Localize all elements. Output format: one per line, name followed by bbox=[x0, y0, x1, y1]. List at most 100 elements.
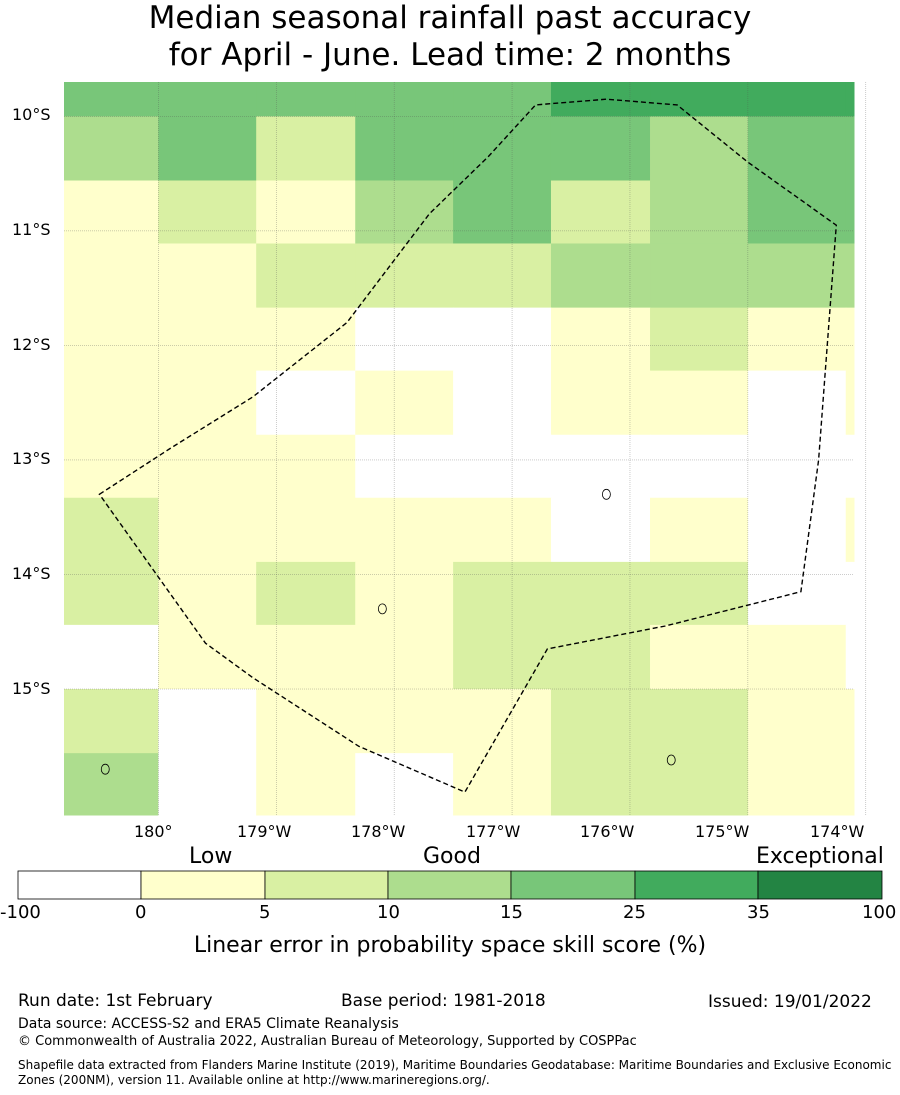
grid-cell bbox=[650, 624, 749, 690]
legend-category-exceptional: Exceptional bbox=[756, 844, 884, 869]
grid-cell bbox=[550, 180, 651, 244]
grid-cell bbox=[550, 689, 651, 754]
grid-cell bbox=[453, 624, 552, 690]
grid-cell bbox=[256, 307, 356, 372]
colorbar-swatch bbox=[140, 870, 266, 900]
chart-title: Median seasonal rainfall past accuracy f… bbox=[0, 0, 900, 74]
grid-cell bbox=[650, 116, 749, 181]
grid-cell bbox=[355, 753, 454, 816]
grid-cell bbox=[747, 82, 847, 117]
grid-cell bbox=[650, 243, 749, 309]
grid-cell bbox=[845, 689, 855, 754]
grid-cell bbox=[355, 82, 454, 117]
lat-label-11s: 11°S bbox=[12, 220, 51, 239]
grid-cell bbox=[550, 307, 651, 372]
grid-cell bbox=[355, 434, 454, 499]
grid-cell bbox=[453, 753, 552, 816]
colorbar-tick-35: 35 bbox=[747, 902, 770, 923]
grid-cell bbox=[64, 116, 159, 181]
grid-cell bbox=[550, 116, 651, 181]
island-outline bbox=[100, 763, 110, 775]
grid-cell bbox=[650, 307, 749, 372]
grid-cell bbox=[453, 180, 552, 244]
grid-cell bbox=[747, 370, 847, 436]
grid-cell bbox=[256, 243, 356, 309]
grid-cell bbox=[550, 753, 651, 816]
colorbar-tick-15: 15 bbox=[500, 902, 523, 923]
grid-cell bbox=[453, 370, 552, 436]
grid-cell bbox=[453, 307, 552, 372]
grid-cell bbox=[64, 561, 159, 626]
island-outline bbox=[666, 754, 676, 766]
grid-cell bbox=[355, 624, 454, 690]
lon-label-177w: 177°W bbox=[466, 822, 521, 841]
grid-cell bbox=[64, 753, 159, 816]
grid-cell bbox=[650, 689, 749, 754]
colorbar-tick-25: 25 bbox=[623, 902, 646, 923]
lon-label-178w: 178°W bbox=[351, 822, 406, 841]
lon-label-174w: 174°W bbox=[810, 822, 865, 841]
skill-grid-cells bbox=[64, 82, 855, 816]
legend-category-good: Good bbox=[423, 844, 481, 869]
grid-cell bbox=[747, 624, 847, 690]
grid-cell bbox=[453, 689, 552, 754]
island-outlines bbox=[100, 488, 676, 775]
issued-date: Issued: 19/01/2022 bbox=[708, 992, 872, 1012]
grid-cell bbox=[845, 180, 855, 244]
grid-cell bbox=[64, 307, 159, 372]
grid-cell bbox=[355, 689, 454, 754]
colorbar-title: Linear error in probability space skill … bbox=[193, 933, 707, 958]
grid-cell bbox=[747, 561, 847, 626]
colorbar-swatches bbox=[17, 870, 883, 900]
grid-cell bbox=[845, 82, 855, 117]
colorbar-swatch bbox=[264, 870, 389, 900]
grid-cell bbox=[256, 434, 356, 499]
grid-cell bbox=[845, 753, 855, 816]
lat-label-15s: 15°S bbox=[12, 679, 51, 698]
grid-cell bbox=[550, 561, 651, 626]
grid-cell bbox=[747, 180, 847, 244]
grid-cell bbox=[355, 116, 454, 181]
colorbar-tick-5: 5 bbox=[259, 902, 271, 923]
lat-label-14s: 14°S bbox=[12, 564, 51, 583]
copyright-notice: © Commonwealth of Australia 2022, Austra… bbox=[18, 1034, 637, 1049]
title-line-1: Median seasonal rainfall past accuracy bbox=[148, 0, 752, 36]
grid-cell bbox=[64, 180, 159, 244]
lat-lon-gridlines bbox=[64, 82, 867, 815]
grid-cell bbox=[64, 370, 159, 436]
colorbar-tick-minus100: -100 bbox=[0, 902, 41, 923]
grid-cell bbox=[158, 753, 257, 816]
grid-cell bbox=[650, 82, 749, 117]
grid-cell bbox=[747, 753, 847, 816]
grid-cell bbox=[158, 689, 257, 754]
grid-cell bbox=[355, 497, 454, 563]
grid-cell bbox=[355, 307, 454, 372]
grid-cell bbox=[845, 116, 855, 181]
grid-cell bbox=[64, 82, 159, 117]
grid-cell bbox=[64, 497, 159, 563]
grid-cell bbox=[550, 497, 651, 563]
grid-cell bbox=[845, 497, 855, 563]
lon-label-179w: 179°W bbox=[237, 822, 292, 841]
grid-cell bbox=[158, 561, 257, 626]
colorbar-tick-100: 100 bbox=[862, 902, 897, 923]
grid-cell bbox=[845, 307, 855, 372]
grid-cell bbox=[158, 624, 257, 690]
colorbar-tick-10: 10 bbox=[377, 902, 400, 923]
grid-cell bbox=[747, 689, 847, 754]
colorbar bbox=[17, 870, 883, 900]
grid-cell bbox=[355, 561, 454, 626]
lon-label-176w: 176°W bbox=[580, 822, 635, 841]
island-outline bbox=[601, 488, 611, 500]
data-source: Data source: ACCESS-S2 and ERA5 Climate … bbox=[18, 1016, 399, 1032]
colorbar-swatch bbox=[17, 870, 142, 900]
grid-cell bbox=[64, 624, 159, 690]
grid-cell bbox=[256, 624, 356, 690]
grid-cell bbox=[256, 689, 356, 754]
grid-cell bbox=[256, 753, 356, 816]
grid-cell bbox=[747, 497, 847, 563]
grid-cell bbox=[256, 497, 356, 563]
grid-cell bbox=[747, 243, 847, 309]
grid-cell bbox=[550, 82, 651, 117]
grid-cell bbox=[650, 180, 749, 244]
